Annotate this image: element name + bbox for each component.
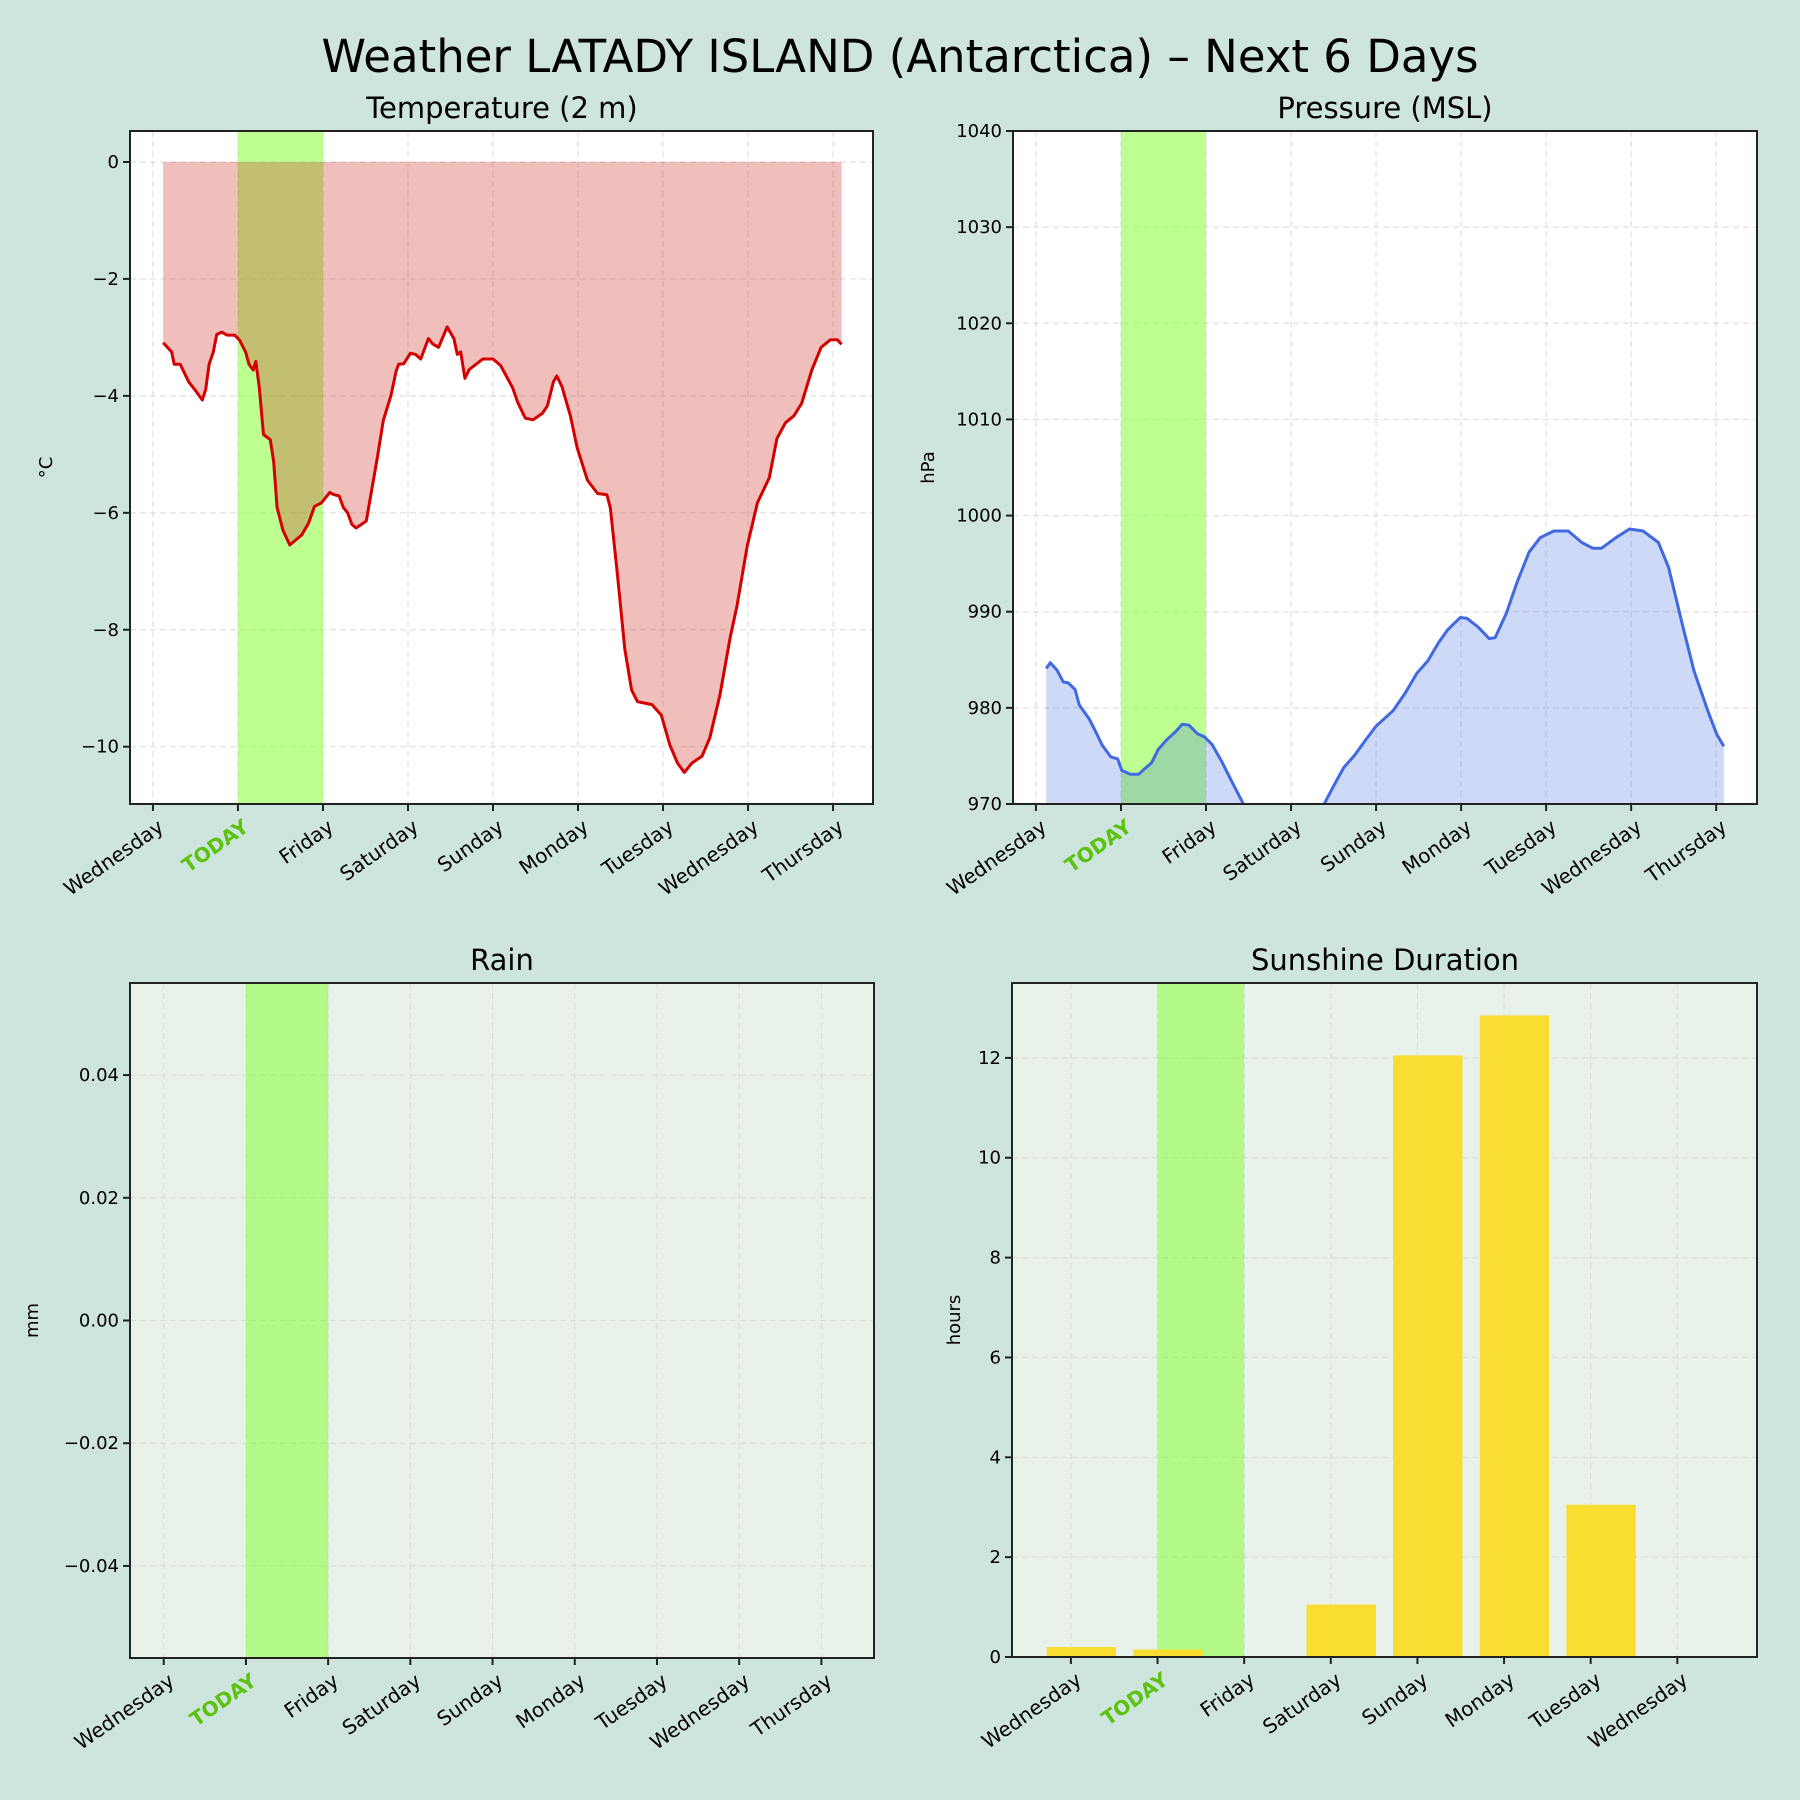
axes-frame bbox=[129, 130, 874, 805]
y-tick-label: 2 bbox=[990, 1547, 1001, 1568]
sunshine-bar bbox=[1133, 1649, 1203, 1657]
rain-title: Rain bbox=[470, 943, 534, 977]
temperature-marks bbox=[162, 161, 843, 774]
sunshine-bar bbox=[1393, 1055, 1463, 1657]
today-highlight-band bbox=[1157, 983, 1245, 1657]
temperature-y-axis-label: °C bbox=[36, 457, 57, 479]
y-tick-label: 6 bbox=[990, 1347, 1001, 1368]
y-tick-label: 0.04 bbox=[79, 1065, 119, 1086]
sunshine-y-axis-label: hours bbox=[944, 1295, 965, 1346]
y-tick-label: −4 bbox=[92, 386, 119, 407]
x-tick-label: Sunday bbox=[433, 814, 508, 877]
temperature-title: Temperature (2 m) bbox=[365, 91, 637, 125]
y-tick-label: 1030 bbox=[956, 217, 1002, 238]
x-tick-label: Wednesday bbox=[70, 1668, 179, 1754]
temperature-line bbox=[162, 325, 843, 774]
x-tick-label: Friday bbox=[280, 1668, 344, 1723]
axes-frame bbox=[1011, 982, 1758, 1658]
x-tick-label: Monday bbox=[514, 814, 593, 879]
x-tick-label: Sunday bbox=[1316, 814, 1391, 877]
y-tick-label: 1000 bbox=[956, 506, 1002, 527]
x-tick-label: Monday bbox=[511, 1668, 590, 1733]
x-tick-label: Thursday bbox=[757, 814, 848, 888]
x-tick-label: Saturday bbox=[338, 1668, 426, 1739]
pressure-title: Pressure (MSL) bbox=[1277, 91, 1492, 125]
rain-y-axis-label: mm bbox=[22, 1303, 43, 1338]
y-tick-label: 0.00 bbox=[79, 1311, 119, 1332]
x-tick-label: Thursday bbox=[1640, 814, 1731, 888]
x-tick-label: Wednesday bbox=[942, 814, 1051, 900]
plot-background bbox=[1012, 983, 1757, 1657]
y-tick-label: −2 bbox=[92, 269, 119, 290]
pressure-line bbox=[1322, 527, 1726, 804]
y-tick-label: 4 bbox=[990, 1447, 1001, 1468]
x-tick-label: Tuesday bbox=[597, 814, 678, 881]
temperature-chart: 0 −2 −4 −6 −8 −10 Wednesday TODAY FridaySaturday… bbox=[36, 91, 874, 901]
pressure-y-axis-label: hPa bbox=[918, 451, 939, 483]
sunshine-bar bbox=[1046, 1647, 1116, 1657]
y-tick-label: 1020 bbox=[956, 313, 1002, 334]
x-tick-label-today: TODAY bbox=[1060, 814, 1136, 877]
sunshine-bar bbox=[1306, 1604, 1376, 1657]
x-tick-label-today: TODAY bbox=[177, 814, 253, 877]
y-tick-label: 1010 bbox=[956, 409, 1002, 430]
y-tick-label: 0.02 bbox=[79, 1188, 119, 1209]
y-tick-label: 0 bbox=[108, 152, 119, 173]
y-tick-label: −0.04 bbox=[64, 1556, 119, 1577]
y-tick-label: 10 bbox=[978, 1148, 1001, 1169]
pressure-chart: 970 980 990 1000 1010 1020 1030 1040 Wednesday TO… bbox=[918, 91, 1758, 901]
today-highlight-band bbox=[1120, 131, 1207, 804]
rain-chart: 0.04 0.02 0.00 −0.02 −0.04 Wednesday TODAY Frid… bbox=[22, 943, 875, 1755]
today-highlight-band bbox=[245, 983, 329, 1658]
x-tick-label: Thursday bbox=[745, 1668, 836, 1742]
sunshine-bar bbox=[1479, 1015, 1550, 1657]
sunshine-bar bbox=[1566, 1504, 1636, 1657]
y-tick-label: −6 bbox=[92, 503, 119, 524]
y-tick-label: 0 bbox=[990, 1647, 1001, 1668]
x-tick-label: Wednesday bbox=[977, 1667, 1086, 1753]
x-tick-label: Friday bbox=[1196, 1667, 1260, 1722]
x-tick-label-today: TODAY bbox=[185, 1668, 261, 1731]
y-tick-label: 970 bbox=[968, 794, 1002, 815]
x-tick-label: Saturday bbox=[1218, 814, 1306, 885]
y-tick-label: −8 bbox=[92, 620, 119, 641]
y-tick-label: 1040 bbox=[956, 121, 1002, 142]
pressure-marks bbox=[1044, 527, 1726, 804]
y-tick-label: 980 bbox=[968, 698, 1002, 719]
y-tick-label: 8 bbox=[990, 1248, 1001, 1269]
figure-title: Weather LATADY ISLAND (Antarctica) – Nex… bbox=[321, 30, 1478, 83]
x-tick-label: Monday bbox=[1440, 1667, 1519, 1732]
x-tick-label: Saturday bbox=[1258, 1667, 1346, 1738]
x-tick-label: Friday bbox=[274, 814, 338, 869]
x-tick-label-today: TODAY bbox=[1097, 1667, 1173, 1730]
axes-frame bbox=[1012, 130, 1758, 805]
y-tick-label: 990 bbox=[968, 602, 1002, 623]
x-tick-label: Monday bbox=[1398, 814, 1477, 879]
sunshine-marks bbox=[1046, 1015, 1636, 1657]
pressure-line bbox=[1044, 661, 1245, 804]
y-tick-label: −10 bbox=[81, 737, 119, 758]
x-tick-label: Sunday bbox=[432, 1668, 507, 1731]
x-tick-label: Sunday bbox=[1357, 1667, 1432, 1730]
sunshine-title: Sunshine Duration bbox=[1251, 943, 1519, 977]
x-tick-label: Saturday bbox=[335, 814, 423, 885]
today-highlight-band bbox=[237, 131, 323, 804]
x-tick-label: Friday bbox=[1157, 814, 1221, 869]
y-tick-label: 12 bbox=[978, 1048, 1001, 1069]
x-tick-label: Wednesday bbox=[59, 814, 168, 900]
y-tick-label: −0.02 bbox=[64, 1433, 119, 1454]
x-tick-label: Tuesday bbox=[1524, 1667, 1605, 1734]
x-tick-label: Tuesday bbox=[1480, 814, 1561, 881]
